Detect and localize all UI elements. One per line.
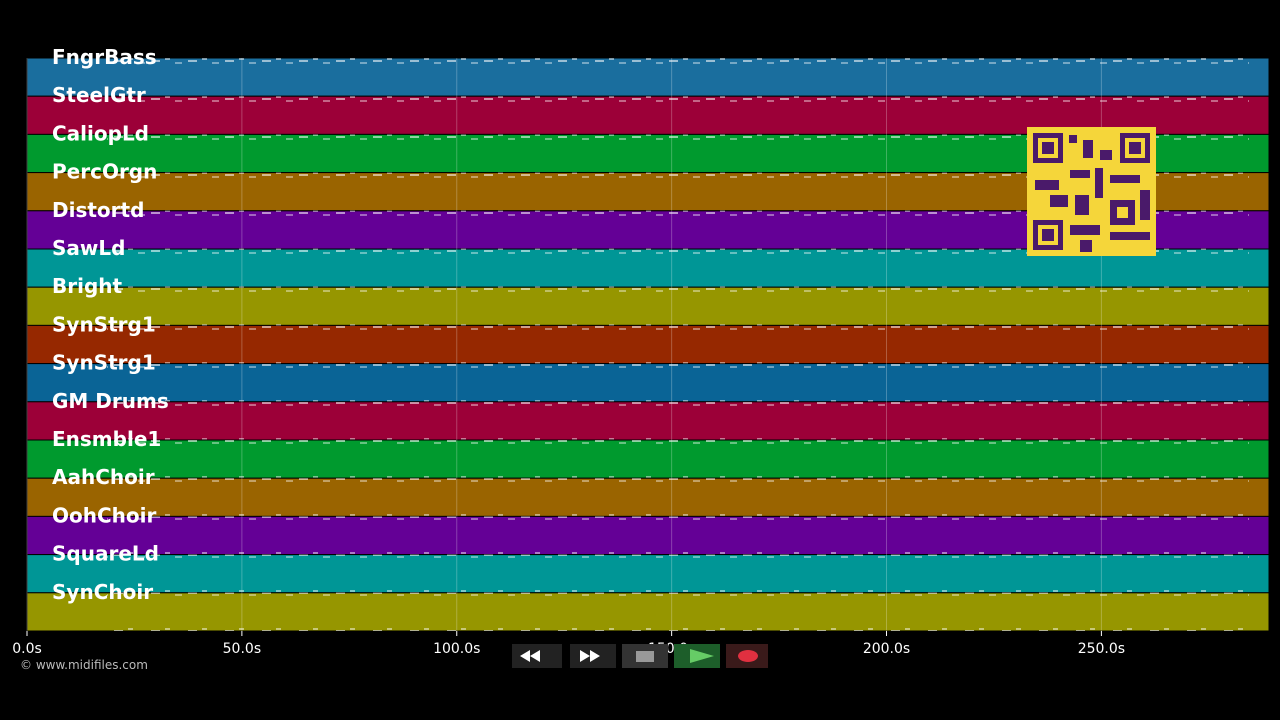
track-notes: [107, 287, 1249, 326]
track-label: PercOrgn: [52, 160, 157, 184]
track-notes: [107, 478, 1249, 517]
track-label: SynChoir: [52, 580, 153, 604]
track-label: FngrBass: [52, 45, 157, 69]
track-notes: [107, 363, 1249, 402]
track-label: GM Drums: [52, 389, 169, 413]
credit: © www.midifiles.com: [20, 658, 148, 672]
track-notes: [107, 440, 1249, 479]
track-label: Ensmble1: [52, 427, 161, 451]
track-label: CaliopLd: [52, 121, 149, 145]
track-label: SquareLd: [52, 542, 159, 566]
track-label: AahChoir: [52, 465, 155, 489]
track-label: SawLd: [52, 236, 125, 260]
track-label: SteelGtr: [52, 83, 146, 107]
tick-label: 200.0s: [863, 641, 910, 657]
track-label: OohChoir: [52, 503, 156, 527]
track-notes: [107, 325, 1249, 364]
track-label: SynStrg1: [52, 312, 156, 336]
stop-icon: [636, 651, 654, 662]
track-label: Distortd: [52, 198, 144, 222]
tick-label: 50.0s: [223, 641, 261, 657]
track-notes: [107, 401, 1249, 440]
tick-label: 100.0s: [433, 641, 480, 657]
record-icon: [738, 650, 758, 662]
track-notes: [107, 554, 1249, 593]
rewind-icon: [520, 650, 540, 662]
track-notes: [107, 592, 1249, 631]
track-notes: [107, 516, 1249, 555]
track-label: Bright: [52, 274, 123, 298]
tick-label: 250.0s: [1078, 641, 1125, 657]
qr-code: [1027, 127, 1156, 256]
track-label: SynStrg1: [52, 351, 156, 375]
play-icon: [690, 649, 714, 663]
forward-icon: [580, 650, 600, 662]
tick-label: 0.0s: [12, 641, 42, 657]
track-notes: [107, 58, 1249, 97]
